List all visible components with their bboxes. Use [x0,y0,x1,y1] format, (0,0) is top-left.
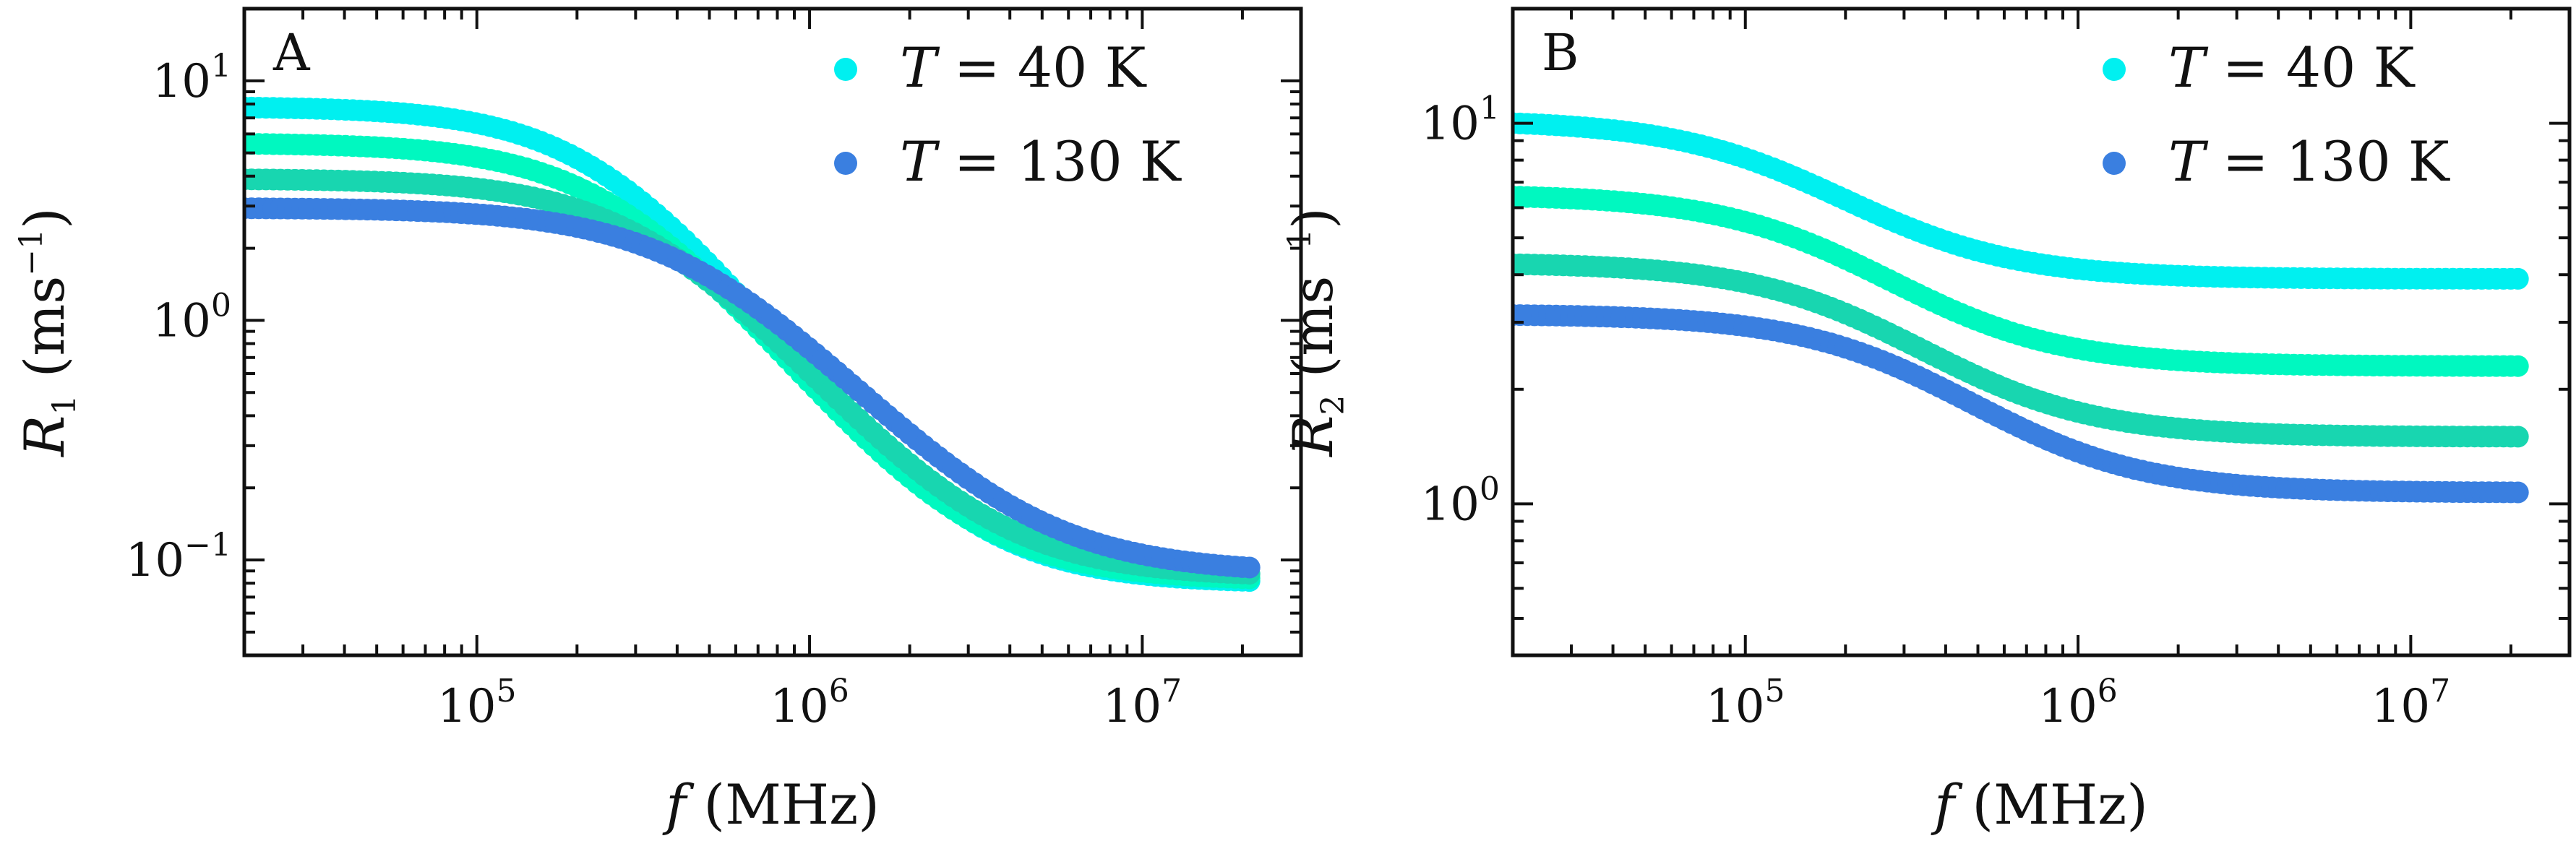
series-4 [1513,304,2529,504]
plot-area [1513,112,2529,504]
series-3 [244,168,1261,585]
plot-area [244,96,1261,592]
panel-b: 105 106 107 101 100 f (MHz) R2 (ms−1) B T = 40 K… [1281,7,2572,837]
x-tick-label: 105 [1706,673,1785,733]
legend-label: T = 40 K [2168,35,2416,100]
panel-label: A [272,23,311,82]
data-point [2507,355,2529,377]
legend: T = 40 K T = 130 K [2103,35,2450,194]
x-tick-label: 106 [2038,673,2117,733]
panel-label: B [1542,23,1579,82]
legend-marker [2103,152,2126,175]
y-tick-label: 10−1 [126,527,231,587]
axes-frame [1511,7,2572,657]
x-axis-label: f (MHz) [662,772,880,837]
data-point [1238,556,1261,579]
legend-marker [834,58,857,81]
series-4 [244,197,1261,579]
panel-a: 105 106 107 101 100 10−1 f (MHz) R1 (ms−1) A T = … [12,7,1303,837]
x-axis-label: f (MHz) [1931,772,2148,837]
legend-label: T = 130 K [2168,129,2450,194]
y-tick-label: 100 [153,287,231,348]
x-tick-label: 107 [2371,673,2450,733]
x-tick-label: 105 [437,673,516,733]
axis-ticks [243,7,1302,657]
x-tick-label: 106 [770,673,849,733]
y-axis-label: R2 (ms−1) [1281,207,1352,458]
data-point [2507,481,2529,504]
legend-marker [834,152,857,175]
data-point [2507,267,2529,290]
axis-ticks [1511,7,2571,657]
series-2 [1513,186,2529,377]
y-tick-label: 100 [1421,470,1500,531]
series-3 [1513,253,2529,448]
y-tick-label: 101 [1421,90,1500,151]
y-axis-label: R1 (ms−1) [12,207,83,458]
legend-label: T = 40 K [900,35,1147,100]
legend-marker [2103,58,2126,81]
legend: T = 40 K T = 130 K [834,35,1182,194]
data-point [2507,426,2529,448]
series-1 [1513,112,2529,290]
x-tick-label: 107 [1103,673,1182,733]
y-tick-label: 101 [153,48,231,108]
legend-label: T = 130 K [900,129,1182,194]
